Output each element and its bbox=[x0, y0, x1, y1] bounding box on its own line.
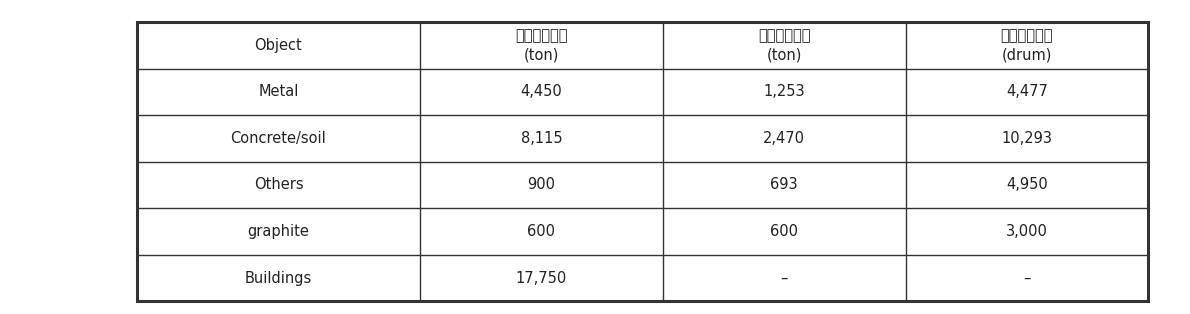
Text: 600: 600 bbox=[770, 224, 798, 239]
Bar bbox=[137, 22, 1148, 301]
Text: Buildings: Buildings bbox=[245, 271, 312, 286]
Text: Object: Object bbox=[255, 38, 302, 53]
Text: 4,950: 4,950 bbox=[1006, 177, 1048, 192]
Text: 693: 693 bbox=[770, 177, 798, 192]
Bar bbox=[137, 22, 1148, 301]
Text: 600: 600 bbox=[527, 224, 556, 239]
Text: 3,000: 3,000 bbox=[1006, 224, 1048, 239]
Text: 900: 900 bbox=[527, 177, 556, 192]
Text: Others: Others bbox=[253, 177, 303, 192]
Text: 방사성폐기물
(drum): 방사성폐기물 (drum) bbox=[1001, 28, 1053, 63]
Text: Metal: Metal bbox=[258, 84, 299, 99]
Text: 8,115: 8,115 bbox=[521, 131, 562, 146]
Text: 4,450: 4,450 bbox=[520, 84, 563, 99]
Text: 17,750: 17,750 bbox=[515, 271, 568, 286]
Text: graphite: graphite bbox=[248, 224, 309, 239]
Text: 2,470: 2,470 bbox=[763, 131, 806, 146]
Text: –: – bbox=[781, 271, 788, 286]
Text: 전체해체물량
(ton): 전체해체물량 (ton) bbox=[515, 28, 568, 63]
Text: 방사성폐기물
(ton): 방사성폐기물 (ton) bbox=[758, 28, 810, 63]
Text: 10,293: 10,293 bbox=[1002, 131, 1052, 146]
Text: 4,477: 4,477 bbox=[1006, 84, 1048, 99]
Text: –: – bbox=[1023, 271, 1031, 286]
Text: Concrete/soil: Concrete/soil bbox=[231, 131, 326, 146]
Text: 1,253: 1,253 bbox=[764, 84, 804, 99]
